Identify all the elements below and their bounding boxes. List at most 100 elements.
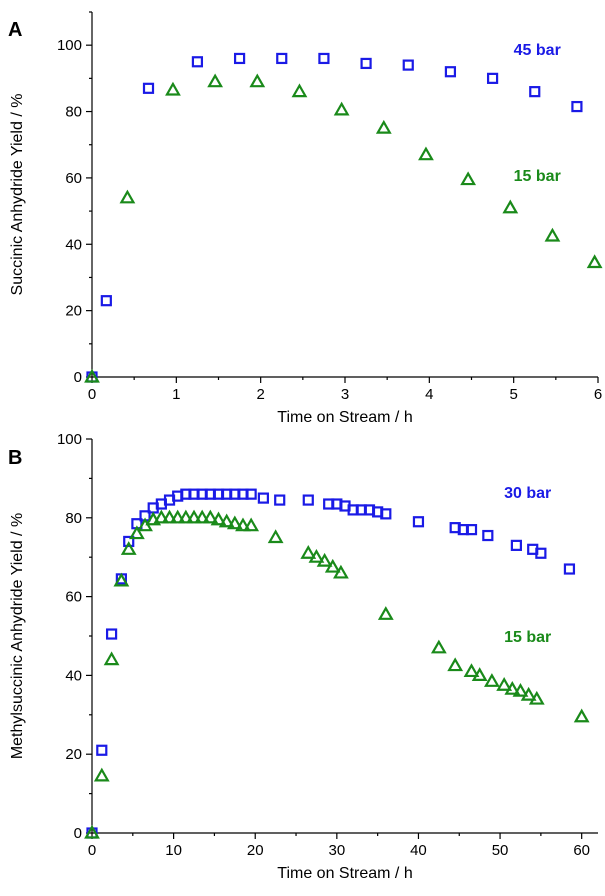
y-tick-label: 0: [74, 825, 82, 842]
data-point-triangle: [573, 708, 590, 723]
data-point-triangle: [243, 517, 260, 532]
data-point-triangle: [194, 509, 211, 524]
data-point-triangle: [375, 119, 392, 134]
x-tick-label: 40: [410, 842, 427, 859]
data-point-triangle: [267, 529, 284, 544]
data-point-triangle: [153, 509, 170, 524]
data-point-triangle: [226, 515, 243, 530]
data-point-triangle: [161, 509, 178, 524]
data-point-square: [360, 57, 372, 70]
data-point-triangle: [84, 824, 100, 839]
x-tick-label: 2: [256, 386, 264, 403]
data-point-square: [100, 295, 112, 307]
data-point-square: [96, 744, 108, 756]
x-tick-label: 6: [594, 386, 602, 403]
data-point-square: [123, 535, 135, 548]
data-point-square: [412, 516, 425, 528]
data-point-square: [302, 494, 314, 506]
y-tick-label: 60: [65, 170, 82, 187]
data-point-triangle: [504, 680, 521, 695]
data-point-triangle: [84, 368, 100, 383]
data-point-triangle: [218, 513, 235, 528]
x-axis-title: Time on Stream / h: [277, 409, 412, 426]
data-point-triangle: [447, 657, 464, 672]
series-15-bar: [84, 73, 603, 383]
data-point-triangle: [324, 558, 341, 573]
x-axis-title: Time on Stream / h: [277, 865, 412, 882]
data-point-triangle: [308, 548, 325, 563]
panel-label: A: [8, 19, 22, 41]
data-point-square: [191, 56, 204, 68]
data-point-square: [444, 66, 457, 78]
data-point-square: [105, 628, 118, 640]
data-point-square: [142, 82, 155, 94]
data-point-square: [465, 524, 478, 536]
data-point-triangle: [333, 564, 349, 579]
x-tick-label: 50: [492, 842, 509, 859]
axes-frame: [91, 12, 598, 378]
y-tick-label: 20: [65, 303, 82, 320]
data-point-square: [276, 52, 288, 65]
data-point-triangle: [120, 541, 137, 555]
data-point-square: [318, 52, 330, 65]
data-point-triangle: [586, 254, 603, 269]
data-point-triangle: [169, 509, 186, 524]
series-annotation: 15 bar: [514, 168, 561, 185]
data-point-triangle: [249, 73, 266, 88]
data-point-square: [529, 86, 541, 98]
data-point-triangle: [418, 146, 434, 161]
chart-panel-b: 0 10 20 30 40 50 60 0 20 40 60 80 100 Time on Stream …: [8, 431, 598, 882]
data-point-square: [257, 492, 269, 504]
data-point-triangle: [512, 682, 529, 697]
y-tick-label: 60: [65, 589, 82, 606]
x-tick-label: 10: [165, 842, 182, 859]
data-point-triangle: [186, 509, 202, 524]
data-point-square: [233, 52, 246, 65]
data-point-triangle: [544, 227, 561, 242]
data-point-triangle: [484, 673, 500, 687]
data-point-square: [380, 508, 392, 520]
y-tick-label: 40: [65, 667, 82, 684]
data-point-square: [486, 72, 499, 84]
y-tick-label: 0: [74, 369, 82, 386]
data-point-square: [245, 488, 257, 500]
data-point-triangle: [291, 83, 308, 98]
data-point-triangle: [177, 509, 194, 524]
data-point-triangle: [165, 81, 181, 96]
series-annotation: 30 bar: [504, 485, 551, 502]
data-point-square: [402, 59, 414, 71]
data-point-triangle: [235, 517, 251, 532]
y-tick-label: 100: [57, 37, 82, 54]
y-tick-label: 100: [57, 431, 82, 448]
x-tick-label: 20: [247, 842, 264, 859]
data-point-triangle: [210, 511, 227, 526]
y-axis-title: Succinic Anhydride Yield / %: [9, 94, 26, 296]
data-point-triangle: [300, 545, 317, 559]
x-tick-label: 0: [88, 842, 96, 859]
series-45-bar: [86, 52, 583, 383]
y-tick-label: 80: [65, 104, 82, 121]
x-tick-label: 0: [88, 386, 96, 403]
data-point-square: [535, 547, 547, 559]
data-point-triangle: [496, 677, 513, 691]
series-annotation: 45 bar: [514, 42, 561, 59]
data-point-square: [482, 529, 494, 542]
data-point-triangle: [463, 663, 480, 678]
data-point-triangle: [202, 509, 219, 524]
panel-label: B: [8, 447, 22, 469]
y-tick-label: 40: [65, 236, 82, 253]
data-point-triangle: [103, 651, 120, 666]
data-point-triangle: [113, 572, 130, 587]
x-tick-label: 30: [328, 842, 345, 859]
data-point-triangle: [128, 525, 145, 540]
x-tick-label: 1: [172, 386, 180, 403]
data-point-triangle: [520, 686, 537, 701]
x-tick-label: 60: [573, 842, 590, 859]
data-point-triangle: [93, 767, 110, 782]
data-point-triangle: [430, 639, 447, 654]
data-point-triangle: [119, 189, 136, 204]
data-point-triangle: [471, 667, 488, 682]
x-tick-label: 4: [425, 386, 433, 403]
